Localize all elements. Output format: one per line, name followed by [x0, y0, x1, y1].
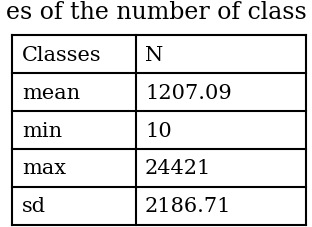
Text: Classes: Classes: [22, 46, 101, 65]
Text: es of the number of class: es of the number of class: [6, 1, 306, 24]
Text: min: min: [22, 121, 62, 140]
Text: 2186.71: 2186.71: [145, 196, 232, 215]
Text: 24421: 24421: [145, 159, 212, 178]
Text: sd: sd: [22, 196, 46, 215]
Text: max: max: [22, 159, 66, 178]
Text: 1207.09: 1207.09: [145, 83, 232, 102]
Text: N: N: [145, 46, 163, 65]
Text: mean: mean: [22, 83, 80, 102]
Text: 10: 10: [145, 121, 172, 140]
